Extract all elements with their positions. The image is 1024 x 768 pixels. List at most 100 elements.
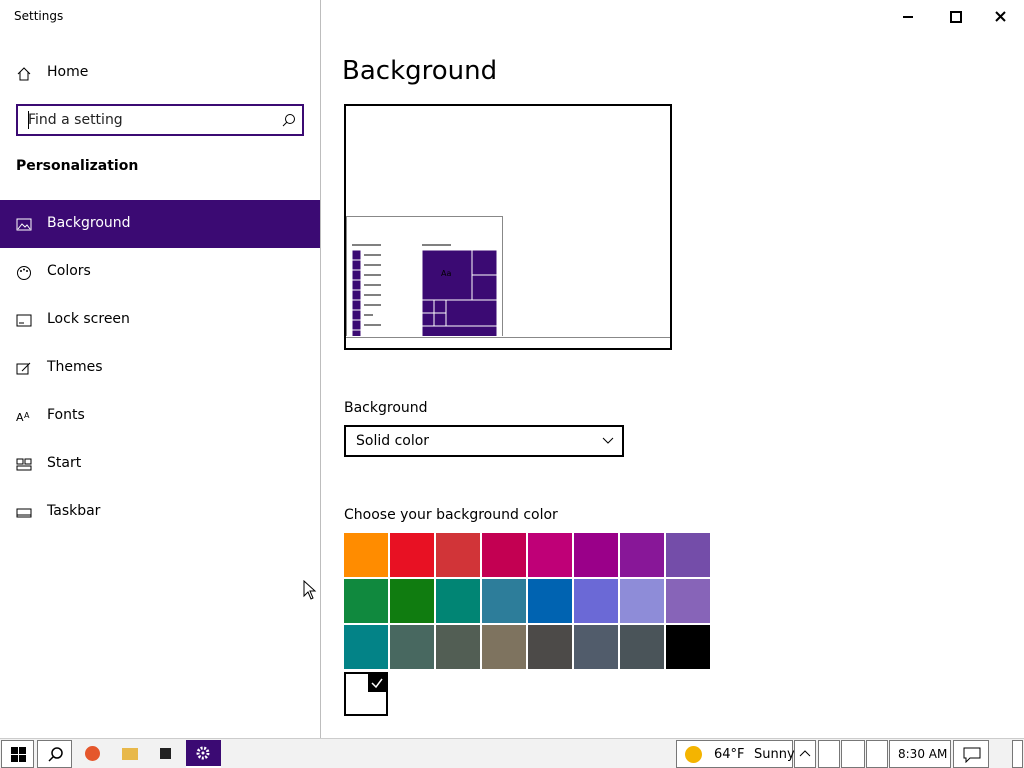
nav-icon — [16, 314, 32, 327]
nav-icon — [16, 218, 32, 231]
dropdown-chevron — [602, 437, 614, 444]
nav-item[interactable]: Colors — [0, 248, 320, 296]
search-box[interactable]: Find a setting — [16, 104, 304, 136]
weather-text: Sunny — [754, 747, 795, 762]
color-swatch[interactable] — [344, 579, 388, 623]
window-title: Settings — [14, 9, 64, 23]
firefox-icon[interactable] — [85, 746, 100, 761]
background-dropdown[interactable]: Solid color — [344, 425, 624, 457]
nav-item[interactable]: Lock screen — [0, 296, 320, 344]
nav-label: Fonts — [47, 407, 85, 423]
tray-chevron[interactable] — [794, 740, 816, 768]
color-swatch[interactable] — [574, 625, 618, 669]
color-swatch[interactable] — [344, 533, 388, 577]
nav-item[interactable]: Start — [0, 440, 320, 488]
clock-time: 8:30 AM — [898, 747, 948, 761]
sun-icon — [685, 746, 702, 763]
nav-label: Themes — [47, 359, 103, 375]
close-button[interactable] — [995, 11, 1006, 22]
clock[interactable]: 8:30 AM — [889, 740, 951, 768]
weather-widget[interactable]: 64°F Sunny — [676, 740, 795, 768]
preview-start-menu: Aa — [346, 216, 503, 336]
nav-label: Start — [47, 455, 82, 471]
svg-text:A: A — [24, 411, 30, 420]
home-icon — [17, 67, 31, 81]
action-center-icon — [963, 747, 981, 763]
sidebar: Settings Home Find a setting Personaliza… — [0, 0, 321, 738]
color-swatch[interactable] — [344, 672, 388, 716]
settings-gear-icon — [196, 746, 210, 760]
preview-tile-text: Aa — [441, 269, 452, 278]
home-link[interactable]: Home — [0, 49, 320, 97]
color-swatch[interactable] — [620, 579, 664, 623]
search-taskbar[interactable] — [37, 740, 72, 768]
explorer-icon[interactable] — [122, 748, 138, 760]
color-swatch[interactable] — [666, 625, 710, 669]
search-placeholder: Find a setting — [28, 112, 123, 128]
nav-label: Taskbar — [47, 503, 101, 519]
store-icon[interactable] — [160, 748, 171, 759]
color-swatch[interactable] — [574, 579, 618, 623]
minimize-button[interactable] — [903, 16, 913, 19]
color-swatch[interactable] — [528, 625, 572, 669]
nav-label: Background — [47, 215, 131, 231]
color-swatch[interactable] — [666, 533, 710, 577]
color-swatch[interactable] — [666, 579, 710, 623]
taskbar: 64°F Sunny 8:30 AM — [0, 738, 1024, 768]
color-swatch[interactable] — [344, 625, 388, 669]
nav-item[interactable]: Background — [0, 200, 320, 248]
color-swatch[interactable] — [436, 625, 480, 669]
nav-label: Colors — [47, 263, 91, 279]
color-swatch[interactable] — [436, 579, 480, 623]
settings-taskbar-button[interactable] — [186, 740, 221, 768]
color-swatch[interactable] — [390, 625, 434, 669]
color-swatch[interactable] — [390, 533, 434, 577]
nav-icon — [16, 362, 31, 375]
search-taskbar-icon — [48, 747, 63, 762]
volume-icon[interactable] — [866, 740, 888, 768]
color-swatch[interactable] — [482, 625, 526, 669]
windows-logo — [11, 747, 26, 762]
caret — [28, 111, 29, 129]
svg-text:A: A — [16, 411, 24, 424]
color-label: Choose your background color — [344, 507, 558, 523]
mouse-cursor — [303, 580, 317, 600]
temperature: 64°F — [714, 747, 745, 762]
swatch-grid — [344, 533, 714, 723]
section-heading: Personalization — [16, 158, 139, 174]
start-button[interactable] — [1, 740, 34, 768]
color-swatch[interactable] — [620, 533, 664, 577]
selected-check — [368, 674, 386, 692]
color-swatch[interactable] — [528, 533, 572, 577]
nav-item[interactable]: A A Fonts — [0, 392, 320, 440]
nav-label: Lock screen — [47, 311, 130, 327]
dropdown-value: Solid color — [356, 433, 430, 449]
nav-icon — [16, 508, 32, 518]
nav-item[interactable]: Themes — [0, 344, 320, 392]
search-icon — [282, 114, 295, 127]
nav-item[interactable]: Taskbar — [0, 488, 320, 536]
preview-taskbar — [346, 337, 670, 348]
color-swatch[interactable] — [528, 579, 572, 623]
color-swatch[interactable] — [436, 533, 480, 577]
background-label: Background — [344, 400, 428, 416]
preview-start-art — [351, 244, 498, 336]
page-heading: Background — [342, 56, 498, 86]
color-swatch[interactable] — [620, 625, 664, 669]
nav-icon — [17, 266, 31, 280]
meet-icon[interactable] — [818, 740, 840, 768]
home-label: Home — [47, 64, 89, 80]
tray-chevron-icon — [799, 750, 811, 757]
color-swatch[interactable] — [482, 579, 526, 623]
action-center[interactable] — [953, 740, 989, 768]
nav-icon — [16, 458, 32, 471]
network-icon[interactable] — [841, 740, 865, 768]
color-swatch[interactable] — [390, 579, 434, 623]
show-desktop[interactable] — [1012, 740, 1023, 768]
color-swatch[interactable] — [482, 533, 526, 577]
restore-button[interactable] — [950, 11, 962, 23]
color-swatch[interactable] — [574, 533, 618, 577]
preview: Aa — [344, 104, 672, 350]
